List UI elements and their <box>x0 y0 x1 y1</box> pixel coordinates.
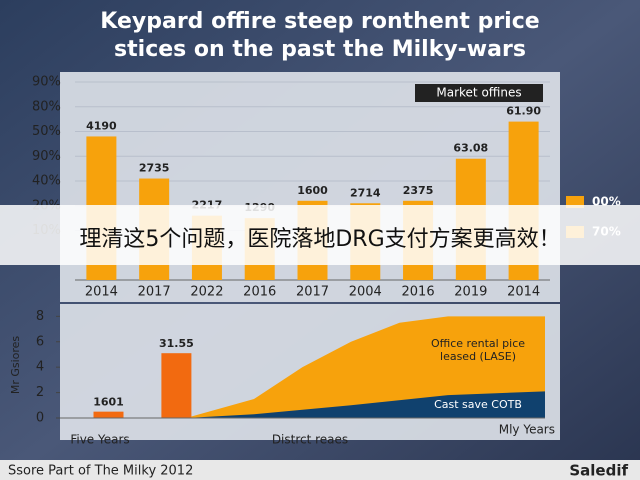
footer: Ssore Part of The Milky 2012 <box>8 464 193 479</box>
bar-label: 4190 <box>86 119 117 132</box>
x-tick-label: 2014 <box>85 285 118 300</box>
y-tick-label: 2 <box>36 385 44 400</box>
y-tick-label: 80% <box>32 99 61 114</box>
x-tick-label: 2004 <box>349 285 382 300</box>
logo: Saledif <box>569 462 628 480</box>
y-tick-label: 8 <box>36 309 44 324</box>
y-tick-label: 40% <box>32 174 61 189</box>
title: stices on the past the Milky-wars <box>114 37 526 62</box>
x-tick-label: 2019 <box>454 285 487 300</box>
bar-label: 2714 <box>350 186 381 199</box>
area <box>186 391 545 418</box>
legend-box <box>415 84 543 102</box>
y-tick-label: 90% <box>32 75 61 90</box>
x-tick-label: 2017 <box>296 285 329 300</box>
bar-label: 1601 <box>93 396 124 409</box>
banner-text: 理清这5个问题，医院落地DRG支付方案更高效！ <box>79 227 560 252</box>
x-tick-label: 2014 <box>507 285 540 300</box>
x-tick-label: 2017 <box>138 285 171 300</box>
bar-label: 63.08 <box>453 142 488 155</box>
x-label: Mly Years <box>499 423 555 437</box>
bar-label: 2375 <box>403 184 434 197</box>
footer-bar <box>0 460 640 480</box>
y-tick-label: 90% <box>32 149 61 164</box>
y-tick-label: 0 <box>36 411 44 426</box>
bar-label: 1600 <box>297 184 328 197</box>
x-tick-label: 2022 <box>190 285 223 300</box>
x-tick-label: 2016 <box>243 285 276 300</box>
legend-label: Market offines <box>436 86 521 100</box>
banner-band <box>0 205 640 265</box>
bar-label: 2735 <box>139 162 170 175</box>
bar-label: 31.55 <box>159 337 194 350</box>
y-tick-label: 4 <box>36 360 44 375</box>
x-label: Distrct reaes <box>272 433 348 447</box>
area-label: Cast save COTB <box>434 398 522 411</box>
x-tick-label: 2016 <box>402 285 435 300</box>
x-label: Five Years <box>70 433 129 447</box>
y-axis-label: Mr Gsiores <box>9 336 22 395</box>
bar <box>161 353 192 418</box>
bar <box>93 411 124 418</box>
area-label: Office rental pice leased (LASE) <box>431 337 525 363</box>
area <box>186 316 545 418</box>
y-tick-label: 6 <box>36 334 44 349</box>
title: Keypard offire steep ronthent price <box>100 9 539 34</box>
y-tick-label: 50% <box>32 124 61 139</box>
bar-label: 61.90 <box>506 105 541 118</box>
